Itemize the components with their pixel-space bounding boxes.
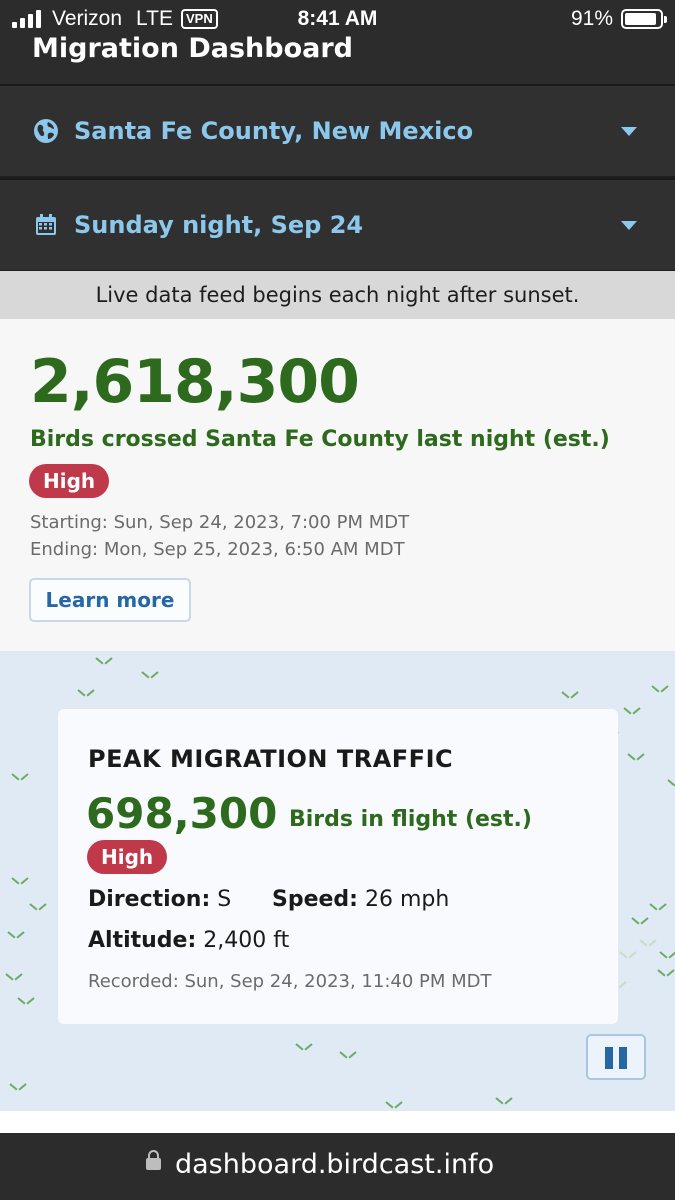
bird-particle xyxy=(628,753,644,763)
clock: 8:41 AM xyxy=(297,7,378,30)
page-bottom xyxy=(0,1111,675,1133)
intensity-badge: High xyxy=(29,464,110,498)
bird-particle xyxy=(96,657,112,667)
peak-unit: Birds in flight (est.) xyxy=(289,807,532,832)
peak-title: PEAK MIGRATION TRAFFIC xyxy=(88,745,454,773)
direction-value: S xyxy=(217,887,232,912)
bird-particle xyxy=(6,973,22,983)
bird-particle xyxy=(12,773,28,783)
lock-icon xyxy=(146,1150,161,1170)
battery-icon xyxy=(621,9,667,29)
browser-url-bar[interactable]: dashboard.birdcast.info xyxy=(0,1133,675,1200)
end-time: Ending: Mon, Sep 25, 2023, 6:50 AM MDT xyxy=(30,539,405,560)
date-selector[interactable]: Sunday night, Sep 24 xyxy=(0,178,675,270)
live-feed-notice: Live data feed begins each night after s… xyxy=(0,271,675,319)
chevron-down-icon xyxy=(621,221,637,230)
direction-stat: Direction: S xyxy=(88,887,231,912)
bird-particle xyxy=(30,903,46,913)
bird-particle xyxy=(142,671,158,681)
bird-particle xyxy=(78,689,94,699)
speed-value: 26 mph xyxy=(364,887,450,912)
bird-particle xyxy=(562,691,578,701)
bird-particle xyxy=(624,707,640,717)
total-birds-count: 2,618,300 xyxy=(30,347,360,417)
bird-particle xyxy=(660,951,675,961)
start-time: Starting: Sun, Sep 24, 2023, 7:00 PM MDT xyxy=(30,512,410,533)
bird-particle xyxy=(652,685,668,695)
speed-stat: Speed: 26 mph xyxy=(272,887,449,912)
status-bar: Verizon LTE VPN 8:41 AM 91% xyxy=(0,0,675,36)
bird-particle xyxy=(632,917,648,927)
header: Migration Dashboard xyxy=(0,33,675,84)
bird-particle xyxy=(296,1043,312,1053)
bird-particle xyxy=(658,969,674,979)
bird-particle xyxy=(12,877,28,887)
bird-particle xyxy=(340,1051,356,1061)
pause-button[interactable] xyxy=(586,1034,646,1080)
signal-icon xyxy=(12,10,44,28)
status-right: 91% xyxy=(570,7,667,31)
bird-particle xyxy=(18,997,34,1007)
date-label: Sunday night, Sep 24 xyxy=(74,211,364,239)
page-title: Migration Dashboard xyxy=(32,33,353,64)
bird-particle xyxy=(650,903,666,913)
globe-icon xyxy=(32,117,60,145)
bird-particle xyxy=(8,931,24,941)
chevron-down-icon xyxy=(621,127,637,136)
total-birds-caption: Birds crossed Santa Fe County last night… xyxy=(30,427,610,452)
location-label: Santa Fe County, New Mexico xyxy=(74,117,474,145)
bird-particle xyxy=(620,951,636,961)
bird-particle xyxy=(10,1083,26,1093)
altitude-label: Altitude: xyxy=(88,928,197,953)
bird-particle xyxy=(496,1097,512,1107)
speed-label: Speed: xyxy=(272,887,358,912)
bird-particle xyxy=(640,939,656,949)
calendar-icon xyxy=(32,211,60,239)
peak-intensity-badge: High xyxy=(87,840,168,874)
nightly-summary: 2,618,300 Birds crossed Santa Fe County … xyxy=(0,319,675,651)
status-left: Verizon LTE VPN xyxy=(12,7,218,31)
battery-percent: 91% xyxy=(570,7,613,30)
peak-traffic-card: PEAK MIGRATION TRAFFIC 698,300 Birds in … xyxy=(58,709,618,1024)
vpn-badge: VPN xyxy=(181,9,218,29)
bird-particle xyxy=(386,1101,402,1111)
carrier-label: Verizon xyxy=(52,7,123,30)
url-text[interactable]: dashboard.birdcast.info xyxy=(175,1149,495,1180)
altitude-stat: Altitude: 2,400 ft xyxy=(88,928,289,953)
bird-particle xyxy=(668,779,675,789)
learn-more-button[interactable]: Learn more xyxy=(29,578,191,622)
recorded-time: Recorded: Sun, Sep 24, 2023, 11:40 PM MD… xyxy=(88,971,492,992)
direction-label: Direction: xyxy=(88,887,211,912)
bird-flight-animation: PEAK MIGRATION TRAFFIC 698,300 Birds in … xyxy=(0,651,675,1111)
peak-count: 698,300 xyxy=(86,789,278,838)
location-selector[interactable]: Santa Fe County, New Mexico xyxy=(0,84,675,176)
network-label: LTE xyxy=(136,7,174,30)
altitude-value: 2,400 ft xyxy=(203,928,290,953)
pause-icon xyxy=(605,1047,613,1069)
